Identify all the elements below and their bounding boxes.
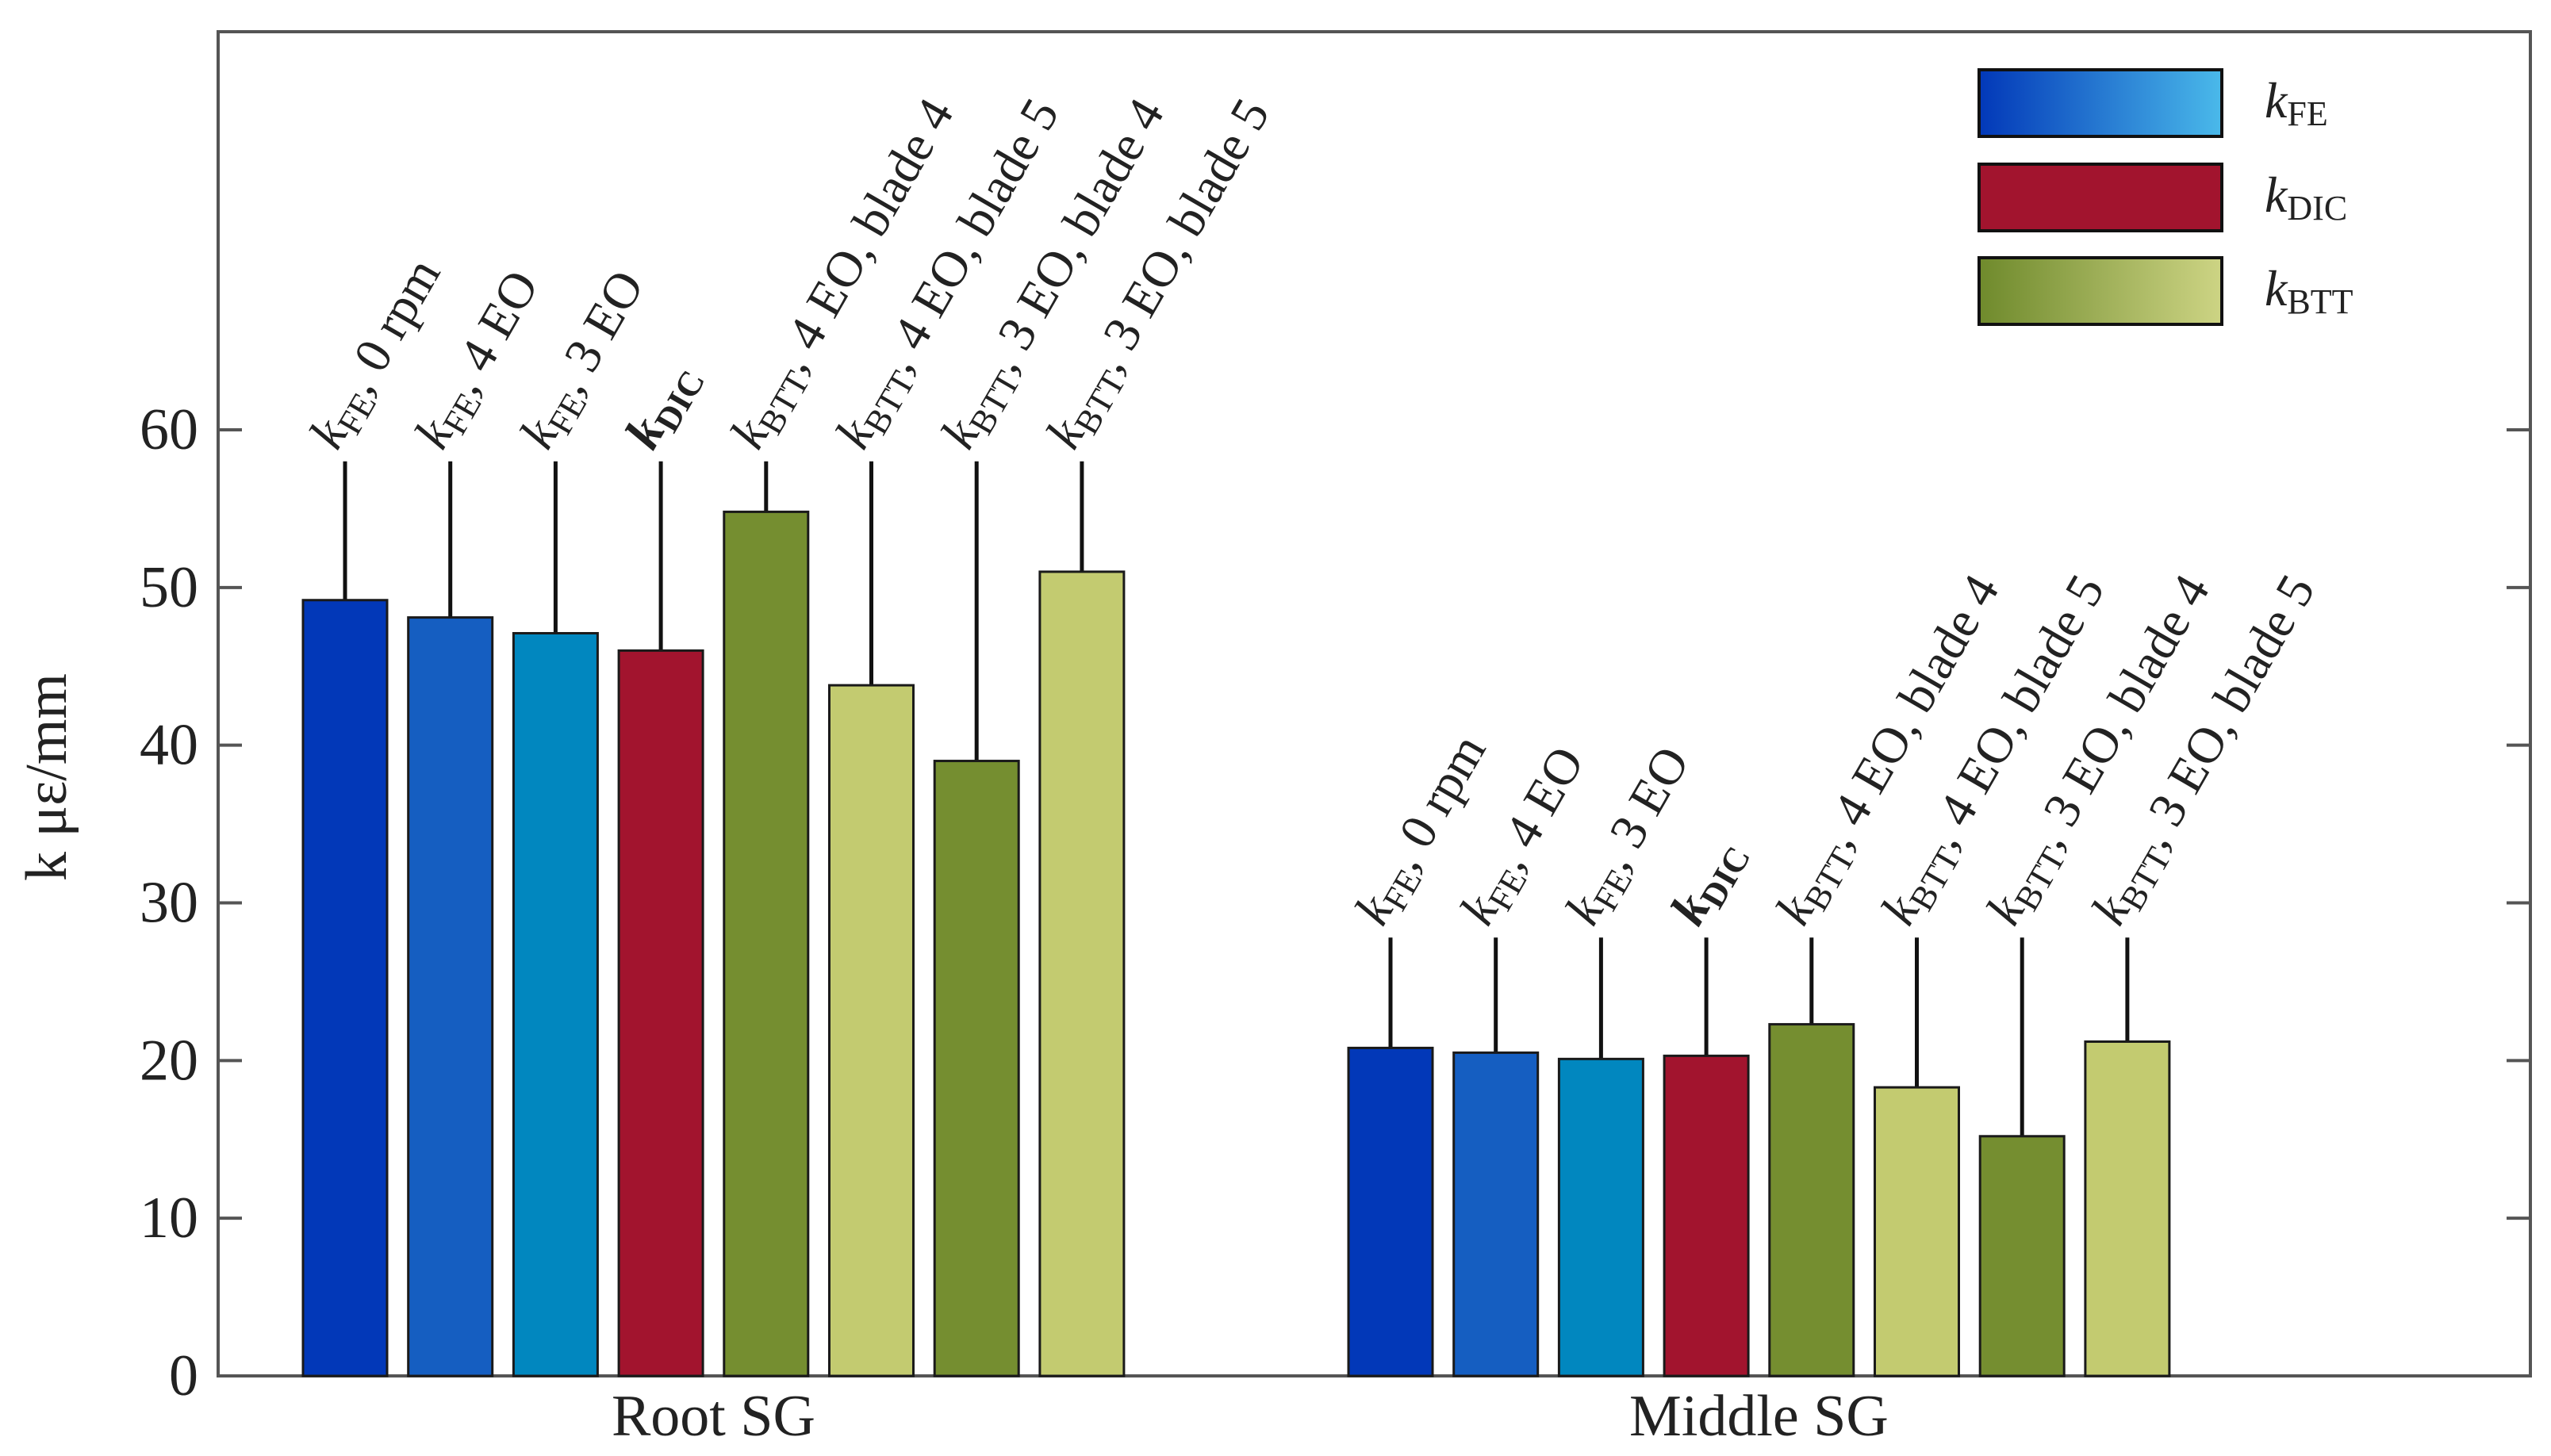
group-label: Root SG xyxy=(612,1384,815,1449)
legend-swatch xyxy=(1978,163,2223,232)
y-tick-label: 10 xyxy=(140,1186,198,1251)
y-tick-label: 60 xyxy=(140,397,198,462)
y-tick-label: 40 xyxy=(140,713,198,778)
bar xyxy=(2084,1040,2171,1377)
bar-label: kDIC xyxy=(614,352,713,461)
bar xyxy=(301,599,389,1377)
group-label: Middle SG xyxy=(1629,1384,1889,1449)
bar xyxy=(828,684,915,1377)
legend-swatch xyxy=(1978,256,2223,326)
bar xyxy=(1978,1135,2066,1377)
legend-label: kFE xyxy=(2265,72,2328,133)
y-axis-title: k με/mm xyxy=(14,673,79,881)
bar xyxy=(1038,570,1126,1377)
y-axis: 0 10 20 30 40 50 60 xyxy=(140,397,2530,1408)
legend-label: kBTT xyxy=(2265,260,2353,321)
bar xyxy=(1663,1054,1750,1377)
bar xyxy=(933,760,1020,1377)
bar xyxy=(1452,1051,1540,1377)
bar-label: kDIC xyxy=(1659,828,1759,937)
bar xyxy=(1557,1057,1644,1377)
y-tick-label: 0 xyxy=(169,1343,198,1408)
y-tick-label: 50 xyxy=(140,555,198,620)
y-tick-label: 20 xyxy=(140,1028,198,1093)
legend-swatch xyxy=(1978,68,2223,138)
legend: kFE kDIC kBTT xyxy=(1978,68,2353,326)
bar xyxy=(1768,1023,1855,1377)
legend-label: kDIC xyxy=(2265,167,2347,228)
bar xyxy=(1874,1086,1960,1377)
bar xyxy=(512,631,599,1377)
y-tick-label: 30 xyxy=(140,871,198,936)
bar xyxy=(1347,1046,1434,1377)
bar xyxy=(617,649,704,1377)
bar xyxy=(723,510,810,1377)
bar xyxy=(407,616,494,1377)
